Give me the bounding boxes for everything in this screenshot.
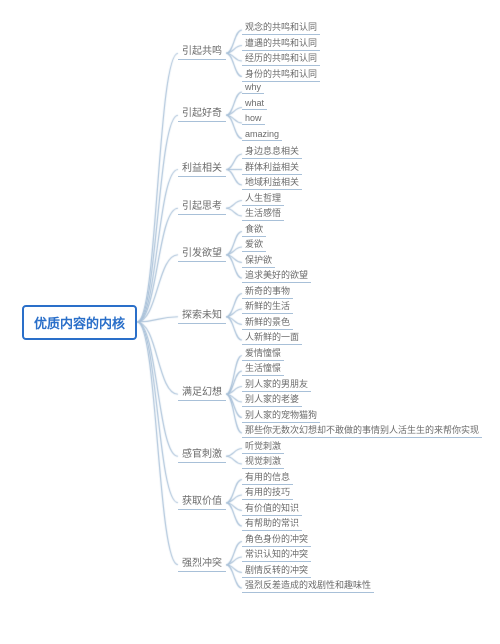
leaf-node: 别人家的男朋友 (242, 377, 311, 392)
branch-node: 引发欲望 (178, 244, 226, 262)
leaf-node: what (242, 98, 267, 110)
branch-node: 感官刺激 (178, 445, 226, 463)
leaf-node: 生活憧憬 (242, 361, 284, 376)
leaf-node: 那些你无数次幻想却不敢做的事情别人活生生的来帮你实现 (242, 423, 482, 438)
branch-node: 引起共鸣 (178, 42, 226, 60)
leaf-node: why (242, 82, 264, 94)
leaf-node: 经历的共鸣和认同 (242, 51, 320, 66)
leaf-node: 强烈反差造成的戏剧性和趣味性 (242, 578, 374, 593)
leaf-node: 有价值的知识 (242, 501, 302, 516)
leaf-node: 群体利益相关 (242, 160, 302, 175)
branch-node: 强烈冲突 (178, 554, 226, 572)
leaf-node: 有用的信息 (242, 470, 293, 485)
leaf-node: 别人家的宠物猫狗 (242, 408, 320, 423)
leaf-node: 新奇的事物 (242, 284, 293, 299)
branch-node: 引起思考 (178, 197, 226, 215)
leaf-node: 爱情憧憬 (242, 346, 284, 361)
leaf-node: 视觉刺激 (242, 454, 284, 469)
leaf-node: 人生哲理 (242, 191, 284, 206)
leaf-node: 遭遇的共鸣和认同 (242, 36, 320, 51)
branch-node: 获取价值 (178, 492, 226, 510)
leaf-node: 有帮助的常识 (242, 516, 302, 531)
leaf-node: amazing (242, 129, 282, 141)
leaf-node: 身份的共鸣和认同 (242, 67, 320, 82)
leaf-node: how (242, 113, 265, 125)
branch-node: 利益相关 (178, 159, 226, 177)
leaf-node: 听觉刺激 (242, 439, 284, 454)
leaf-node: 别人家的老婆 (242, 392, 302, 407)
leaf-node: 常识认知的冲突 (242, 547, 311, 562)
root-node: 优质内容的内核 (22, 305, 137, 340)
leaf-node: 身边息息相关 (242, 144, 302, 159)
leaf-node: 有用的技巧 (242, 485, 293, 500)
leaf-node: 剧情反转的冲突 (242, 563, 311, 578)
leaf-node: 食欲 (242, 222, 266, 237)
branch-node: 引起好奇 (178, 104, 226, 122)
leaf-node: 爱欲 (242, 237, 266, 252)
branch-node: 满足幻想 (178, 383, 226, 401)
leaf-node: 人新鲜的一面 (242, 330, 302, 345)
leaf-node: 生活感悟 (242, 206, 284, 221)
leaf-node: 追求美好的欲望 (242, 268, 311, 283)
leaf-node: 观念的共鸣和认同 (242, 20, 320, 35)
leaf-node: 保护欲 (242, 253, 275, 268)
leaf-node: 地域利益相关 (242, 175, 302, 190)
leaf-node: 角色身份的冲突 (242, 532, 311, 547)
branch-node: 探索未知 (178, 306, 226, 324)
leaf-node: 新鲜的生活 (242, 299, 293, 314)
leaf-node: 新鲜的景色 (242, 315, 293, 330)
